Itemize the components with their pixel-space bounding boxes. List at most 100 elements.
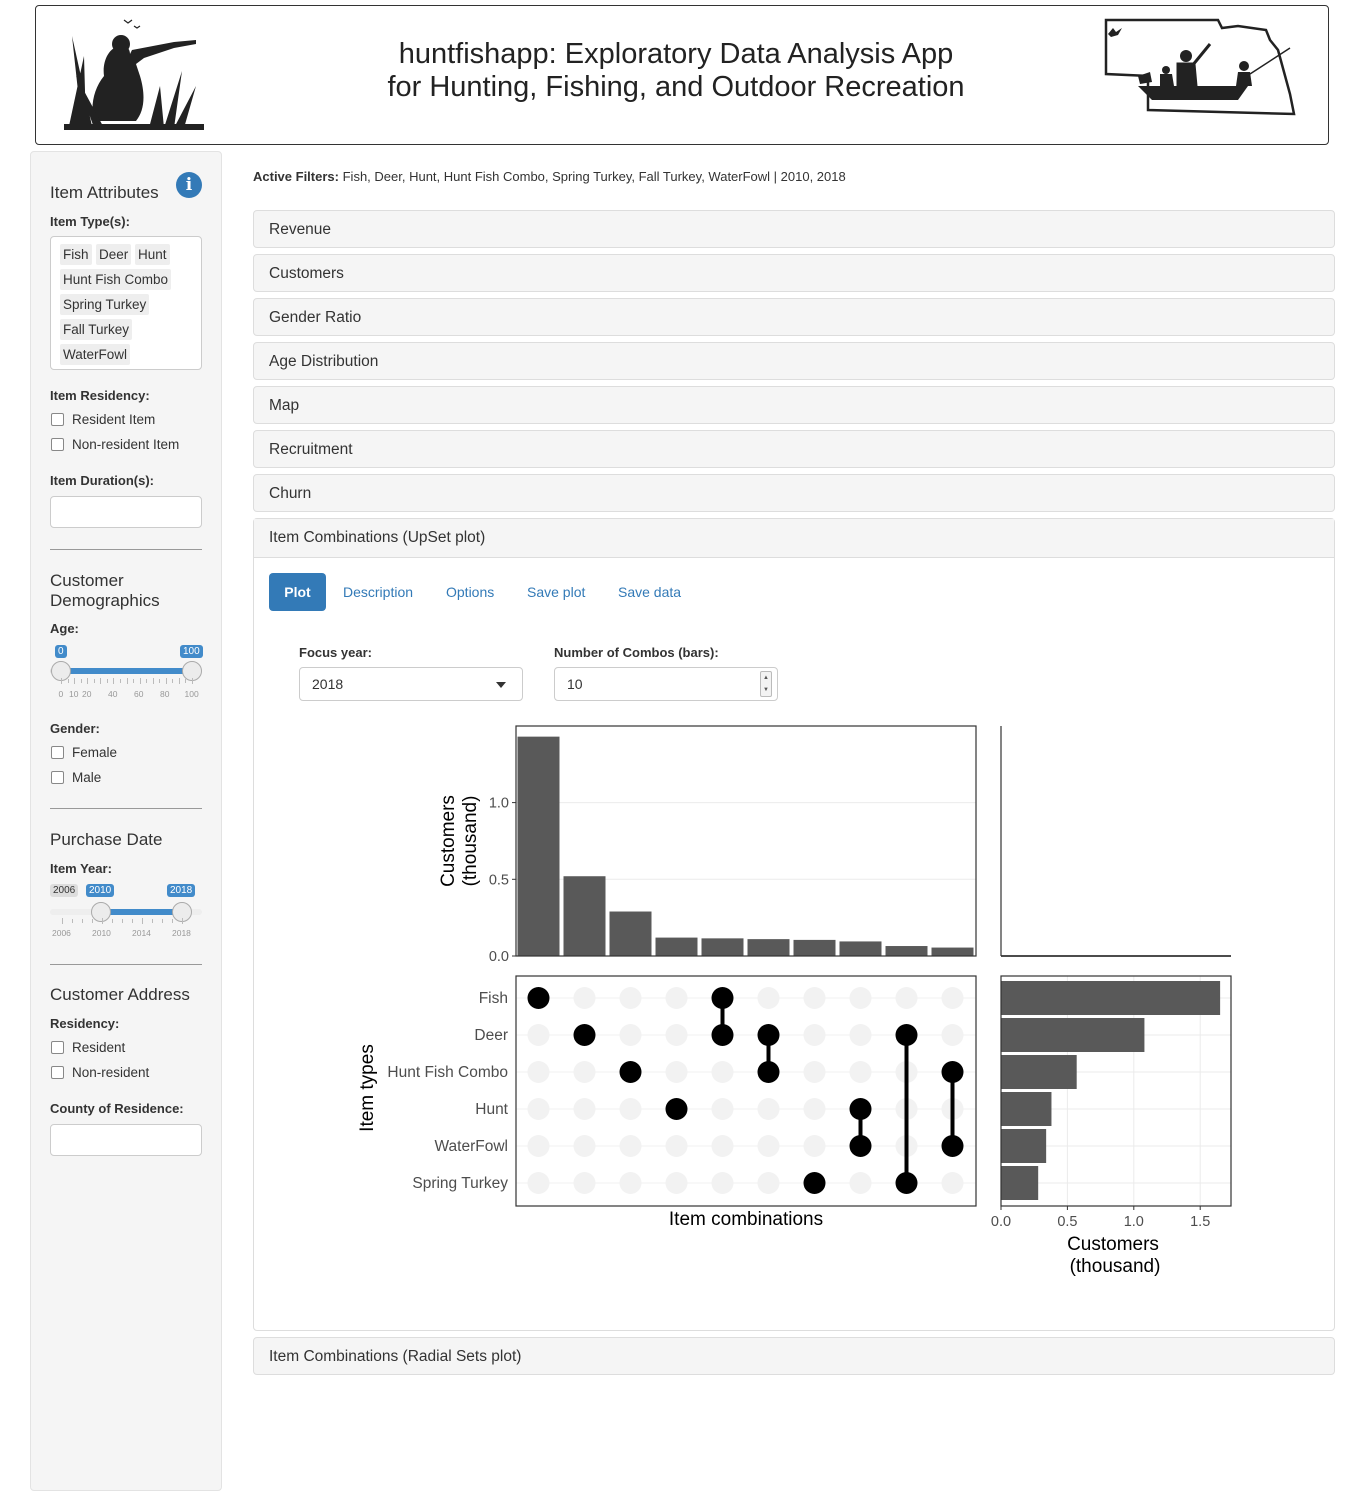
female-checkbox[interactable]: Female bbox=[51, 745, 117, 760]
age-min-badge: 0 bbox=[55, 645, 67, 658]
gender-label: Gender: bbox=[50, 721, 100, 736]
year-tick-mark bbox=[102, 918, 103, 924]
year-tick-mark bbox=[142, 918, 143, 924]
checkbox-box[interactable] bbox=[51, 746, 64, 759]
focus-year-value: 2018 bbox=[312, 676, 344, 692]
non-resident-item-checkbox[interactable]: Non-resident Item bbox=[51, 437, 179, 452]
panel-title: Item Combinations (UpSet plot) bbox=[269, 529, 486, 546]
resident-item-checkbox[interactable]: Resident Item bbox=[51, 412, 155, 427]
checkbox-box[interactable] bbox=[51, 438, 64, 451]
intersection-bar bbox=[793, 939, 836, 956]
x-tick-label: 0.0 bbox=[991, 1214, 1011, 1230]
filled-dot bbox=[757, 1024, 780, 1046]
age-tick-label: 10 bbox=[69, 689, 79, 699]
empty-dot bbox=[941, 1172, 964, 1194]
filled-dot bbox=[711, 1024, 734, 1046]
filled-dot bbox=[619, 1061, 642, 1083]
item-types-select[interactable]: Fish Deer Hunt Hunt Fish Combo Spring Tu… bbox=[50, 236, 202, 370]
panel-gender-ratio[interactable]: Gender Ratio bbox=[253, 298, 1335, 336]
checkbox-box[interactable] bbox=[51, 1041, 64, 1054]
checkbox-box[interactable] bbox=[51, 1066, 64, 1079]
set-label: WaterFowl bbox=[435, 1138, 509, 1155]
tab-description[interactable]: Description bbox=[343, 584, 414, 600]
residency-label: Residency: bbox=[50, 1016, 120, 1031]
empty-dot bbox=[941, 1024, 964, 1046]
tab-options[interactable]: Options bbox=[446, 584, 495, 600]
active-filters-value: Fish, Deer, Hunt, Hunt Fish Combo, Sprin… bbox=[342, 169, 846, 184]
empty-dot bbox=[849, 987, 872, 1009]
empty-dot bbox=[757, 987, 780, 1009]
panel-map[interactable]: Map bbox=[253, 386, 1335, 424]
y-tick-label: 1.0 bbox=[489, 796, 509, 812]
intersection-bar bbox=[655, 937, 698, 956]
panel-title: Age Distribution bbox=[269, 353, 379, 370]
empty-dot bbox=[757, 1172, 780, 1194]
non-resident-checkbox[interactable]: Non-resident bbox=[51, 1065, 149, 1080]
panel-churn[interactable]: Churn bbox=[253, 474, 1335, 512]
divider bbox=[50, 549, 202, 550]
combination-matrix: Fish Deer Hunt Fish Combo Hunt WaterFowl Spri… bbox=[387, 975, 977, 1207]
empty-dot bbox=[665, 1061, 688, 1083]
empty-dot bbox=[619, 1135, 642, 1157]
focus-year-select[interactable]: 2018 bbox=[299, 667, 523, 701]
empty-dot bbox=[527, 1135, 550, 1157]
intersection-bar bbox=[701, 938, 744, 956]
checkbox-label: Resident bbox=[72, 1040, 126, 1055]
chart-labels: Customers (thousand)Item combinationsItem… bbox=[357, 795, 1160, 1277]
customer-address-heading: Customer Address bbox=[50, 985, 190, 1004]
age-tick-mark bbox=[80, 679, 82, 683]
panel-radial-sets[interactable]: Item Combinations (Radial Sets plot) bbox=[253, 1337, 1335, 1375]
resident-checkbox[interactable]: Resident bbox=[51, 1040, 125, 1055]
intersection-bar bbox=[839, 941, 882, 956]
empty-dot bbox=[665, 1172, 688, 1194]
age-tick-mark bbox=[152, 678, 154, 684]
item-type-tag[interactable]: Fish bbox=[60, 244, 92, 265]
filled-dot bbox=[941, 1061, 964, 1083]
age-tick-label: 60 bbox=[134, 689, 144, 699]
customer-demographics-heading: Customer Demographics bbox=[50, 571, 160, 611]
year-tick-label: 2010 bbox=[92, 928, 111, 938]
tab-plot[interactable]: Plot bbox=[269, 573, 326, 611]
tab-save-data[interactable]: Save data bbox=[618, 584, 682, 600]
item-type-tag[interactable]: Deer bbox=[96, 244, 132, 265]
county-input[interactable] bbox=[50, 1124, 202, 1156]
item-type-tag[interactable]: Hunt bbox=[135, 244, 170, 265]
set-size-bar bbox=[1001, 981, 1221, 1015]
top-ylabel: (thousand) bbox=[460, 796, 481, 887]
num-combos-input[interactable]: 10 ▲ ▼ bbox=[554, 667, 778, 701]
year-tick-mark bbox=[82, 919, 83, 923]
panel-revenue[interactable]: Revenue bbox=[253, 210, 1335, 248]
empty-dot bbox=[803, 1098, 826, 1120]
checkbox-box[interactable] bbox=[51, 771, 64, 784]
item-type-tag[interactable]: Spring Turkey bbox=[60, 294, 150, 315]
year-from-handle[interactable] bbox=[91, 902, 111, 922]
set-size-bar bbox=[1001, 1055, 1077, 1089]
checkbox-box[interactable] bbox=[51, 413, 64, 426]
male-checkbox[interactable]: Male bbox=[51, 770, 101, 785]
panel-recruitment[interactable]: Recruitment bbox=[253, 430, 1335, 468]
tab-save-plot[interactable]: Save plot bbox=[527, 584, 586, 600]
panel-age-distribution[interactable]: Age Distribution bbox=[253, 342, 1335, 380]
x-tick-label: 1.0 bbox=[1124, 1214, 1144, 1230]
checkbox-label: Resident Item bbox=[72, 412, 156, 427]
side-xlabel: Customers bbox=[1067, 1234, 1159, 1255]
item-type-tag[interactable]: Fall Turkey bbox=[60, 319, 133, 340]
filled-dot bbox=[895, 1172, 918, 1194]
item-type-tag[interactable]: WaterFowl bbox=[60, 344, 131, 365]
info-icon[interactable]: i bbox=[176, 172, 202, 198]
panel-title: Customers bbox=[269, 265, 344, 282]
item-type-tag[interactable]: Hunt Fish Combo bbox=[60, 269, 172, 290]
age-label: Age: bbox=[50, 621, 79, 636]
panel-customers[interactable]: Customers bbox=[253, 254, 1335, 292]
filled-dot bbox=[711, 987, 734, 1009]
year-tick-mark bbox=[72, 919, 73, 923]
panel-upset-header[interactable]: Item Combinations (UpSet plot) bbox=[254, 519, 1334, 558]
empty-dot bbox=[573, 1135, 596, 1157]
age-tick-label: 0 bbox=[58, 689, 64, 699]
spinner-icon[interactable]: ▲ ▼ bbox=[760, 671, 772, 697]
age-tick-mark bbox=[74, 678, 76, 684]
year-to-badge: 2018 bbox=[167, 884, 196, 897]
app-title-line2: for Hunting, Fishing, and Outdoor Recrea… bbox=[387, 71, 965, 103]
age-tick-mark bbox=[87, 678, 89, 684]
item-duration-input[interactable] bbox=[50, 496, 202, 528]
